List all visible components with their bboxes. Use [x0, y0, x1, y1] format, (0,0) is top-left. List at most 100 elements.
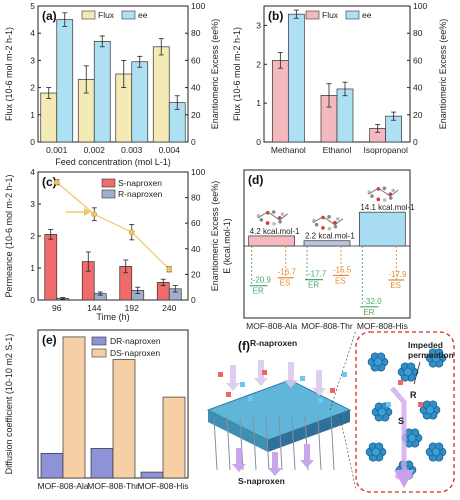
panel-label: (e) [42, 333, 57, 347]
mof-node [425, 405, 435, 415]
er-value: -20.9 [253, 276, 272, 285]
naproxen-molecule [386, 402, 391, 407]
ytick-label: 1 [30, 110, 35, 120]
xtick-label: 0.004 [159, 145, 181, 155]
naproxen-molecule [240, 382, 245, 387]
bar-ee-0 [56, 19, 74, 143]
panel-a: 0 1 2 3 4 5 0 20 40 60 80 100 0.001 0.002 0.003 0.004 (a… [4, 1, 220, 167]
error-bar [60, 297, 66, 300]
ytick-label: 0 [30, 295, 35, 305]
error-bar [375, 124, 381, 133]
error-bar [160, 278, 166, 287]
y2tick-label: 20 [413, 110, 423, 120]
er-label: ER [363, 308, 374, 317]
ytick-label: 2 [30, 83, 35, 93]
naproxen-molecule [248, 396, 253, 401]
panel-e: (e) Diffusion coefficient (10-10 m2 S-1) M… [4, 329, 189, 491]
mof-cluster [419, 400, 441, 420]
s-naproxen-label: S-naproxen [238, 476, 285, 486]
legend-swatch-r-naproxen [101, 189, 116, 199]
error-bar [172, 285, 178, 293]
arrow-head [84, 208, 91, 216]
bar-binding-1 [303, 240, 351, 247]
panel-label: (f) [238, 339, 250, 353]
atom [370, 194, 374, 198]
y2axis-label: Enantiomeric Excess (ee%) [438, 19, 448, 130]
panel-f: (f) R-naproxen S-naproxen R S Impededpermeati… [206, 329, 455, 493]
error-bar [121, 60, 127, 88]
bond [312, 216, 344, 226]
support-pillar [278, 414, 283, 471]
xtick-label: Isopropanol [363, 145, 408, 155]
xtick-label: 0.003 [121, 145, 143, 155]
bar-ds-0 [62, 336, 86, 479]
xtick-label: MOF-808-Ala [37, 481, 88, 491]
atom [265, 210, 270, 215]
y2tick-label: 0 [191, 137, 196, 147]
error-bar [342, 81, 348, 97]
impeded-label-1: Impeded [408, 340, 443, 350]
bar-dr-1 [90, 448, 114, 479]
error-bar [391, 111, 397, 121]
mof-cluster [425, 442, 447, 462]
y2tick-label: 0 [413, 137, 418, 147]
atom [391, 188, 395, 193]
support-pillar [239, 417, 244, 471]
legend-ee: ee [362, 10, 372, 20]
mof-node [407, 433, 417, 443]
ee-point-0 [53, 179, 60, 186]
bar-ee-2 [131, 61, 149, 143]
support-pillar [265, 417, 270, 471]
flow-arrow [232, 448, 246, 472]
ytick-label: 4 [30, 28, 35, 38]
error-bar [46, 87, 52, 99]
naproxen-molecule [342, 372, 347, 377]
r-letter: R [410, 390, 417, 400]
flow-arrow [226, 365, 240, 391]
bar-label: 2.2 kcal.mol-1 [305, 232, 355, 241]
support-pillar [291, 417, 296, 471]
panel-b: 0 1 2 3 0 20 40 60 80 100 Methanol Ethanol Isopropan… [232, 1, 448, 155]
mof-node [403, 367, 413, 377]
bar-label: 14.1 kcal.mol-1 [360, 203, 415, 212]
ytick-label: 1 [30, 263, 35, 273]
ytick-label: 4 [30, 167, 35, 177]
error-bar [277, 52, 283, 69]
y2tick-label: 0 [191, 295, 196, 305]
error-bar [83, 65, 89, 94]
legend-ee: ee [138, 10, 148, 20]
naproxen-molecule [262, 370, 267, 375]
mof-node [377, 407, 387, 417]
bar-ds-2 [162, 396, 186, 479]
legend-swatch-ee [121, 10, 136, 20]
naproxen-molecule [418, 402, 423, 407]
atom [382, 186, 387, 191]
legend-swatch-flux [81, 10, 96, 20]
atom [278, 219, 282, 224]
naproxen-molecule [218, 372, 223, 377]
y2tick-label: 100 [413, 1, 427, 11]
y2tick-label: 100 [191, 167, 205, 177]
er-label: ER [253, 287, 264, 296]
legend-flux: Flux [322, 10, 339, 20]
ytick-label: 5 [30, 1, 35, 11]
error-bar [48, 229, 54, 240]
impeded-pointer [413, 361, 421, 385]
error-bar [137, 55, 143, 68]
naproxen-molecule [398, 380, 403, 385]
xtick-label: MOF-808-Thr [87, 481, 139, 491]
error-bar [97, 291, 103, 296]
plot-frame [243, 169, 411, 319]
yaxis-label: Flux (10-6 mol m-2 h-1) [4, 27, 14, 121]
atom [265, 221, 270, 225]
xaxis-label: Feed concentration (mol L-1) [55, 157, 171, 167]
support-pillar [252, 414, 257, 471]
y2tick-label: 60 [413, 55, 423, 65]
plot-frame [37, 5, 189, 143]
atom [272, 222, 276, 226]
panel-label: (b) [268, 9, 283, 23]
support-pillar [330, 414, 335, 471]
xtick-label: 96 [52, 303, 62, 313]
bar-ee-0 [287, 13, 305, 143]
permeation-arrow-head [394, 470, 414, 488]
